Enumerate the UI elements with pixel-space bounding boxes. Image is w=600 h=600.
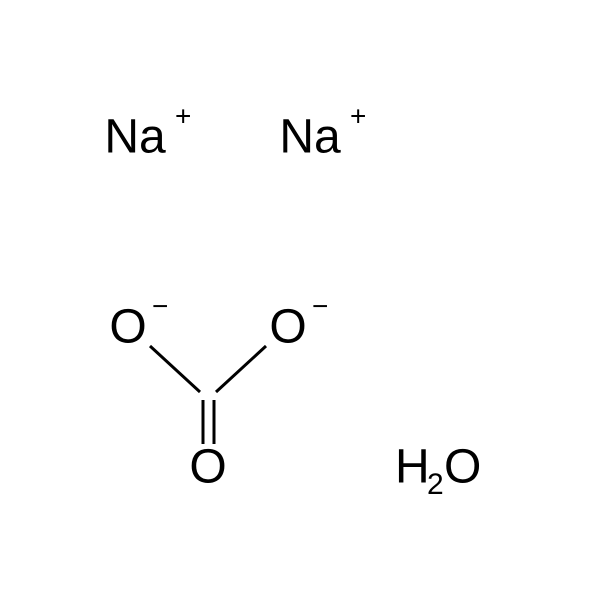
atom-na1-charge: + bbox=[175, 100, 191, 131]
atom-o2-charge: − bbox=[312, 290, 328, 321]
bond-c-o1 bbox=[150, 346, 200, 392]
atom-na1-symbol: Na bbox=[104, 111, 166, 164]
atom-na1: Na + bbox=[104, 100, 191, 163]
h2o: H2O bbox=[395, 441, 481, 501]
h2o-sub: 2 bbox=[427, 468, 444, 501]
atom-o2: O− bbox=[269, 290, 328, 353]
atom-na2-symbol: Na bbox=[279, 111, 341, 164]
atom-o3: O bbox=[189, 441, 226, 494]
atom-o3-symbol: O bbox=[189, 441, 226, 494]
atom-na2: Na + bbox=[279, 100, 366, 163]
atom-o1-charge: − bbox=[152, 290, 168, 321]
atom-o2-symbol: O bbox=[269, 301, 306, 354]
atom-o1-symbol: O bbox=[109, 301, 146, 354]
atom-na2-charge: + bbox=[350, 100, 366, 131]
molecule-diagram: Na+Na+O−O−OH2O bbox=[0, 0, 600, 600]
bond-c-o2 bbox=[216, 346, 266, 392]
h2o-o: O bbox=[444, 441, 481, 494]
h2o-h: H bbox=[395, 441, 430, 494]
atom-o1: O− bbox=[109, 290, 168, 353]
